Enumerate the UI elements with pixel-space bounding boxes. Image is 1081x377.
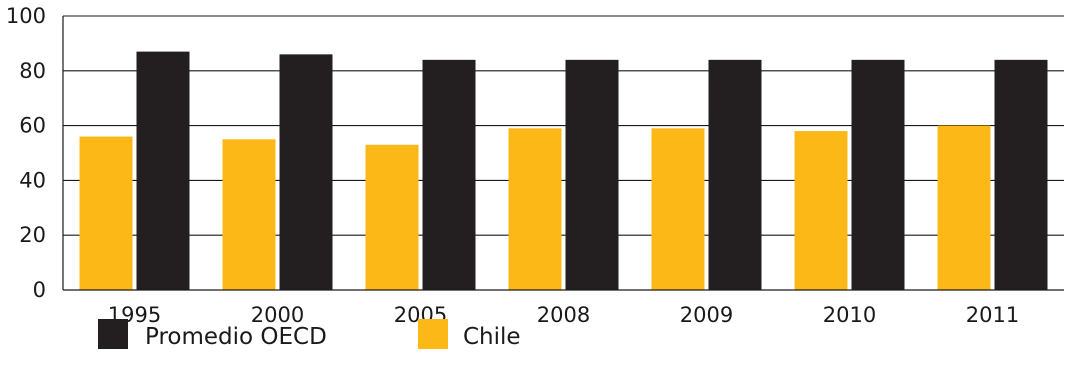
bar-promedio-oecd-2000 — [279, 54, 333, 290]
x-tick-label: 2009 — [680, 303, 733, 327]
y-tick-label: 60 — [19, 114, 46, 138]
bar-chile-2011 — [937, 125, 991, 290]
y-tick-label: 0 — [33, 278, 46, 302]
x-tick-labels: 1995 2000 2005 2008 2009 2010 2011 — [108, 303, 1019, 327]
y-tick-label: 20 — [19, 223, 46, 247]
gridlines — [63, 15, 1064, 236]
y-tick-label: 80 — [19, 59, 46, 83]
x-tick-label: 2011 — [966, 303, 1019, 327]
bar-chile-2008 — [508, 128, 562, 290]
bar-promedio-oecd-2011 — [994, 59, 1048, 291]
bar-promedio-oecd-2008 — [565, 59, 619, 291]
bars — [79, 51, 1048, 291]
bar-chile-2000 — [222, 139, 276, 290]
bar-promedio-oecd-2009 — [708, 59, 762, 291]
legend-label-promedio-oecd: Promedio OECD — [145, 324, 327, 350]
bar-promedio-oecd-2010 — [851, 59, 905, 291]
bar-chile-2010 — [794, 131, 848, 290]
legend-label-chile: Chile — [463, 324, 521, 350]
legend-swatch-chile — [418, 319, 448, 349]
legend: Promedio OECD Chile — [98, 319, 521, 350]
bar-chile-1995 — [79, 136, 133, 290]
y-tick-labels: 0 20 40 60 80 100 — [6, 4, 46, 302]
axes — [62, 16, 1064, 291]
legend-swatch-promedio-oecd — [98, 319, 128, 349]
bar-promedio-oecd-2005 — [422, 59, 476, 291]
bar-chile-2009 — [651, 128, 705, 290]
bar-promedio-oecd-1995 — [136, 51, 190, 291]
x-tick-label: 2010 — [823, 303, 876, 327]
y-tick-label: 100 — [6, 4, 46, 28]
x-tick-label: 2008 — [537, 303, 590, 327]
x-tick-label: 2000 — [251, 303, 304, 327]
bar-chile-2005 — [365, 144, 419, 290]
y-tick-label: 40 — [19, 168, 46, 192]
